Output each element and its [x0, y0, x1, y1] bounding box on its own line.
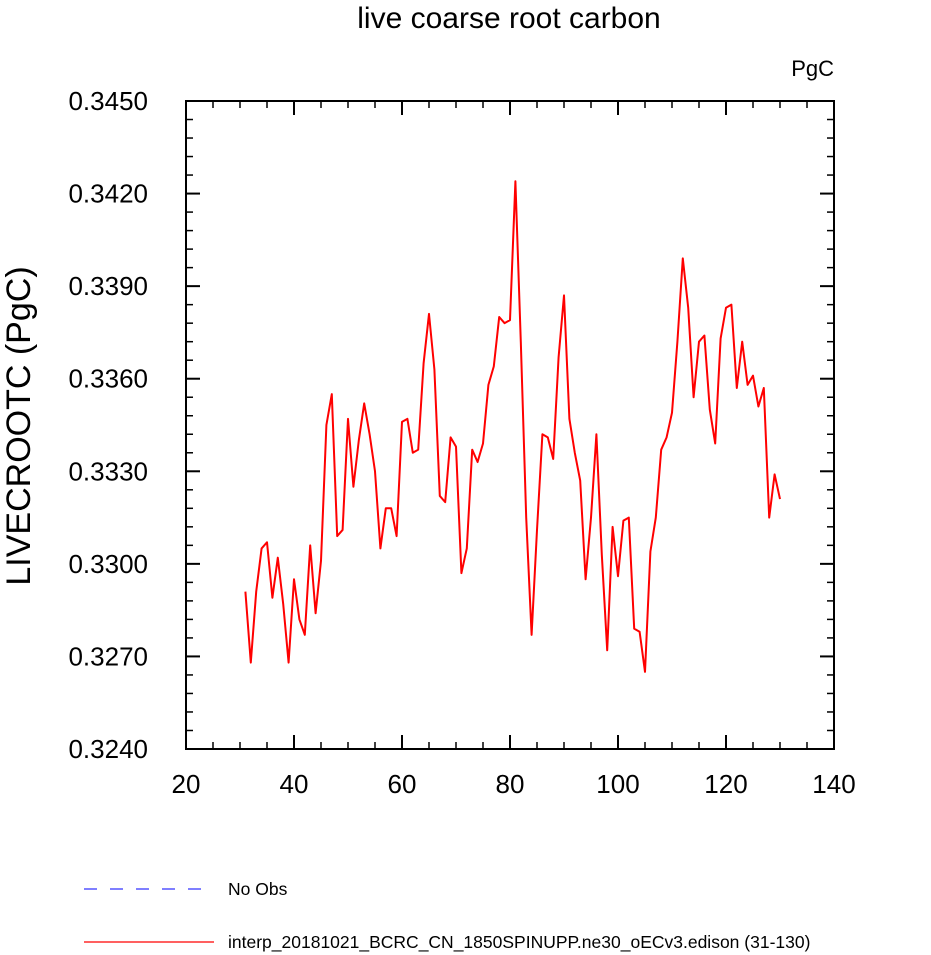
units-label: PgC [791, 56, 834, 81]
y-tick-label: 0.3240 [68, 734, 148, 764]
series-line [244, 180, 781, 673]
legend-label: interp_20181021_BCRC_CN_1850SPINUPP.ne30… [228, 932, 810, 953]
y-tick-label: 0.3270 [68, 641, 148, 671]
minor-ticks [186, 101, 834, 749]
y-tick-label: 0.3300 [68, 549, 148, 579]
y-tick-labels: 0.3240 0.3270 0.3300 0.3330 0.3360 0.3390 0.34… [68, 86, 148, 764]
y-tick-label: 0.3330 [68, 456, 148, 486]
x-tick-label: 100 [596, 769, 639, 799]
y-axis-label: LIVECROOTC (PgC) [0, 266, 38, 585]
y-tick-label: 0.3420 [68, 179, 148, 209]
x-tick-labels: 20 40 60 80 100 120 140 [172, 769, 856, 799]
x-tick-label: 80 [496, 769, 525, 799]
chart-title: live coarse root carbon [357, 2, 661, 35]
x-tick-label: 20 [172, 769, 201, 799]
major-ticks [185, 100, 835, 750]
legend-label: No Obs [228, 879, 288, 899]
x-tick-label: 40 [280, 769, 309, 799]
x-tick-label: 140 [812, 769, 855, 799]
y-tick-label: 0.3450 [68, 86, 148, 116]
legend: No Obs interp_20181021_BCRC_CN_1850SPINUP… [84, 879, 810, 953]
y-tick-label: 0.3360 [68, 364, 148, 394]
x-tick-label: 60 [388, 769, 417, 799]
plot-frame [185, 100, 835, 750]
series-layer [244, 180, 781, 673]
x-tick-label: 120 [704, 769, 747, 799]
y-tick-label: 0.3390 [68, 271, 148, 301]
